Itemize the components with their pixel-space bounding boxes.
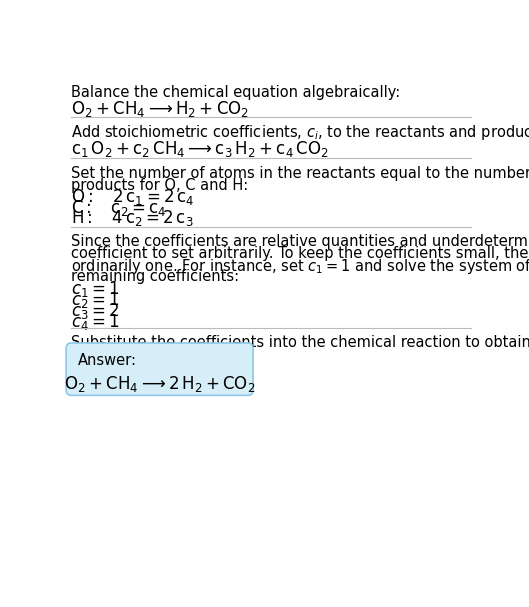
Text: $\mathrm{O_2 + CH_4 \longrightarrow 2\,H_2 + CO_2}$: $\mathrm{O_2 + CH_4 \longrightarrow 2\,H… xyxy=(64,374,256,394)
FancyBboxPatch shape xyxy=(66,343,253,395)
Text: $\mathrm{H:\ \ \ 4\,c_2 = 2\,c_3}$: $\mathrm{H:\ \ \ 4\,c_2 = 2\,c_3}$ xyxy=(71,208,194,228)
Text: ordinarily one. For instance, set $c_1 = 1$ and solve the system of equations fo: ordinarily one. For instance, set $c_1 =… xyxy=(71,257,529,276)
Text: $c_4 = 1$: $c_4 = 1$ xyxy=(71,311,120,331)
Text: equation:: equation: xyxy=(71,346,141,361)
Text: $c_1 = 1$: $c_1 = 1$ xyxy=(71,279,120,299)
Text: Balance the chemical equation algebraically:: Balance the chemical equation algebraica… xyxy=(71,85,400,100)
Text: $\mathrm{c_1\,O_2 + c_2\,CH_4 \longrightarrow c_3\,H_2 + c_4\,CO_2}$: $\mathrm{c_1\,O_2 + c_2\,CH_4 \longright… xyxy=(71,139,329,159)
Text: $\mathrm{C:\ \ \ c_2 = c_4}$: $\mathrm{C:\ \ \ c_2 = c_4}$ xyxy=(71,198,167,218)
Text: Answer:: Answer: xyxy=(78,353,136,368)
Text: Since the coefficients are relative quantities and underdetermined, choose a: Since the coefficients are relative quan… xyxy=(71,234,529,249)
Text: $c_3 = 2$: $c_3 = 2$ xyxy=(71,301,120,321)
Text: $\mathrm{O:\ \ \ 2\,c_1 = 2\,c_4}$: $\mathrm{O:\ \ \ 2\,c_1 = 2\,c_4}$ xyxy=(71,187,195,207)
Text: Set the number of atoms in the reactants equal to the number of atoms in the: Set the number of atoms in the reactants… xyxy=(71,166,529,181)
Text: remaining coefficients:: remaining coefficients: xyxy=(71,269,239,284)
Text: $c_2 = 1$: $c_2 = 1$ xyxy=(71,290,120,310)
Text: $\mathrm{O_2 + CH_4 \longrightarrow H_2 + CO_2}$: $\mathrm{O_2 + CH_4 \longrightarrow H_2 … xyxy=(71,99,249,119)
Text: Substitute the coefficients into the chemical reaction to obtain the balanced: Substitute the coefficients into the che… xyxy=(71,334,529,350)
Text: Add stoichiometric coefficients, $c_i$, to the reactants and products:: Add stoichiometric coefficients, $c_i$, … xyxy=(71,123,529,142)
Text: products for O, C and H:: products for O, C and H: xyxy=(71,178,248,193)
Text: coefficient to set arbitrarily. To keep the coefficients small, the arbitrary va: coefficient to set arbitrarily. To keep … xyxy=(71,246,529,261)
